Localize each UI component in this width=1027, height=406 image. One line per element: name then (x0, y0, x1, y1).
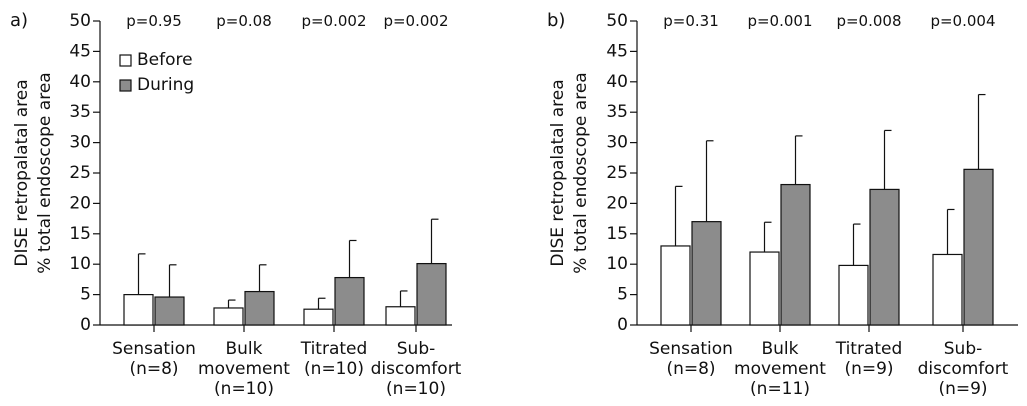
y-tick-label: 0 (617, 315, 628, 335)
p-value-label: p=0.31 (663, 12, 719, 30)
category-label: movement (734, 359, 826, 379)
y-tick-label: 10 (606, 254, 628, 274)
bar-before (303, 308, 334, 326)
y-tick-label: 30 (69, 133, 91, 153)
y-tick-label: 25 (606, 163, 628, 183)
y-tick-label: 50 (69, 11, 91, 31)
category-label: Sensation (649, 339, 733, 359)
bar-before (213, 307, 244, 326)
category-label: (n=10) (304, 359, 364, 379)
legend-label: Before (137, 50, 193, 70)
category-label: (n=11) (750, 379, 810, 399)
bar-before (838, 264, 869, 326)
y-tick-label: 5 (80, 285, 91, 305)
bar-during (869, 188, 900, 326)
category-label: (n=9) (938, 379, 987, 399)
bar-before (932, 253, 963, 326)
category-label: Bulk (225, 339, 262, 359)
y-tick-label: 40 (69, 72, 91, 92)
bar-during (154, 296, 185, 326)
p-value-label: p=0.002 (301, 12, 366, 30)
category-label: (n=8) (129, 359, 178, 379)
legend-swatch (119, 54, 132, 67)
y-tick-label: 0 (80, 315, 91, 335)
y-axis-title-line2: % total endoscope area (571, 72, 591, 273)
category-label: discomfort (371, 359, 462, 379)
category-label: (n=8) (666, 359, 715, 379)
category-label: Titrated (835, 339, 903, 359)
y-tick-label: 30 (606, 133, 628, 153)
legend-swatch (119, 79, 132, 92)
y-tick-label: 35 (606, 102, 628, 122)
category-label: Titrated (300, 339, 368, 359)
y-tick-label: 10 (69, 254, 91, 274)
y-tick-label: 15 (69, 224, 91, 244)
y-tick-label: 5 (617, 285, 628, 305)
category-label: Sub- (397, 339, 436, 359)
bar-before (123, 294, 154, 326)
y-tick-label: 45 (69, 41, 91, 61)
panel-label: b) (547, 10, 565, 31)
category-label: discomfort (918, 359, 1009, 379)
y-tick-label: 20 (69, 193, 91, 213)
bar-before (749, 251, 780, 326)
category-label: (n=9) (844, 359, 893, 379)
chart-panel-a: a) DISE retropalatal area% total endoscop… (10, 10, 462, 399)
chart-panel-b: b) DISE retropalatal area% total endoscop… (547, 10, 1018, 399)
y-axis-title-line1: DISE retropalatal area (12, 79, 32, 266)
p-value-label: p=0.08 (216, 12, 272, 30)
y-axis-title-line1: DISE retropalatal area (548, 79, 568, 266)
bar-before (385, 306, 416, 326)
p-value-label: p=0.001 (747, 12, 812, 30)
p-value-label: p=0.002 (383, 12, 448, 30)
y-tick-label: 35 (69, 102, 91, 122)
bar-during (334, 276, 365, 326)
category-label: movement (198, 359, 290, 379)
p-value-label: p=0.95 (126, 12, 182, 30)
bar-during (691, 221, 722, 326)
bar-during (780, 183, 811, 326)
bar-during (416, 262, 447, 326)
category-label: (n=10) (386, 379, 446, 399)
category-label: Bulk (761, 339, 798, 359)
y-axis-title-line2: % total endoscope area (35, 72, 55, 273)
y-tick-label: 20 (606, 193, 628, 213)
bar-during (244, 290, 275, 326)
bar-during (963, 168, 994, 326)
legend-label: During (137, 75, 194, 95)
p-value-label: p=0.004 (930, 12, 995, 30)
category-label: Sensation (112, 339, 196, 359)
y-tick-label: 15 (606, 224, 628, 244)
y-tick-label: 45 (606, 41, 628, 61)
panel-label: a) (10, 10, 28, 31)
bar-before (660, 245, 691, 326)
y-tick-label: 50 (606, 11, 628, 31)
category-label: Sub- (944, 339, 983, 359)
category-label: (n=10) (214, 379, 274, 399)
y-tick-label: 25 (69, 163, 91, 183)
legend: Before During (119, 50, 194, 95)
p-value-label: p=0.008 (836, 12, 901, 30)
y-tick-label: 40 (606, 72, 628, 92)
